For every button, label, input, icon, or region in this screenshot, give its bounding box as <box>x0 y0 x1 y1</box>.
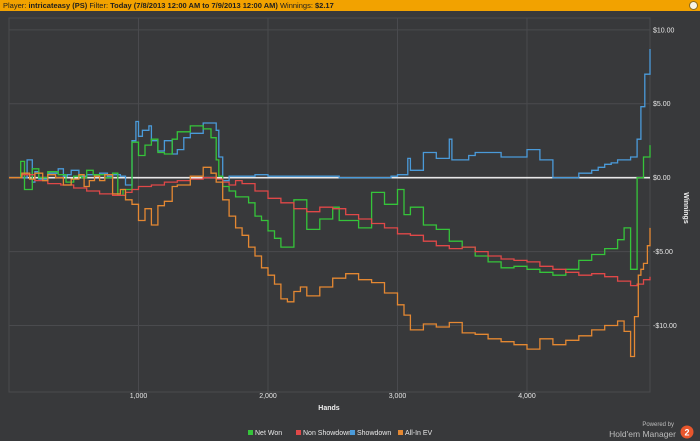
series-line-all-in-ev <box>9 166 651 358</box>
x-tick-label: 2,000 <box>259 393 277 400</box>
y-tick-label: -$5.00 <box>653 249 673 256</box>
branding: Powered by Hold'em Manager 2 <box>609 422 694 439</box>
legend-swatch-all-in-ev <box>398 430 403 435</box>
close-button-icon[interactable] <box>689 1 698 10</box>
legend-swatch-net-won <box>248 430 253 435</box>
player-value: intricateasy (PS) <box>28 1 88 10</box>
x-axis-title: Hands <box>318 405 340 412</box>
legend-label-non-showdown: Non Showdown <box>303 430 352 437</box>
y-tick-labels: $10.00 $5.00 $0.00 -$5.00 -$10.00 <box>653 27 677 330</box>
legend-swatch-non-showdown <box>296 430 301 435</box>
y-tick-label: $5.00 <box>653 101 671 108</box>
player-label: Player: <box>3 1 27 10</box>
y-axis-title: Winnings <box>682 192 689 224</box>
plot-frame <box>8 17 651 393</box>
y-tick-label: -$10.00 <box>653 323 677 330</box>
legend-label-net-won: Net Won <box>255 430 282 437</box>
series-line-non-showdown <box>9 174 651 287</box>
legend-swatch-showdown <box>350 430 355 435</box>
series-layer <box>9 49 651 358</box>
legend-label-showdown: Showdown <box>357 430 391 437</box>
y-tick-label: $0.00 <box>653 175 671 182</box>
series-line-showdown <box>9 49 651 186</box>
series-line-net-won <box>9 125 651 276</box>
branding-line2: Hold'em Manager <box>609 429 676 439</box>
branding-badge: 2 <box>684 428 689 438</box>
x-tick-label: 3,000 <box>389 393 407 400</box>
chart-grid <box>8 17 651 393</box>
winnings-value: $2.17 <box>315 1 334 10</box>
legend-label-all-in-ev: All-In EV <box>405 430 433 437</box>
x-tick-labels: 1,000 2,000 3,000 4,000 <box>130 393 536 400</box>
branding-line1: Powered by <box>642 422 674 428</box>
x-tick-label: 1,000 <box>130 393 148 400</box>
filter-label: Filter: <box>89 1 109 10</box>
filter-value: Today (7/8/2013 12:00 AM to 7/9/2013 12:… <box>110 1 278 10</box>
hem2-logo-icon <box>680 425 694 439</box>
y-tick-label: $10.00 <box>653 27 675 34</box>
x-tick-label: 4,000 <box>518 393 536 400</box>
header-bar: Player: intricateasy (PS) Filter: Today … <box>0 0 700 11</box>
legend: Net Won Non Showdown Showdown All-In EV <box>248 430 433 437</box>
winnings-label: Winnings: <box>279 1 313 10</box>
